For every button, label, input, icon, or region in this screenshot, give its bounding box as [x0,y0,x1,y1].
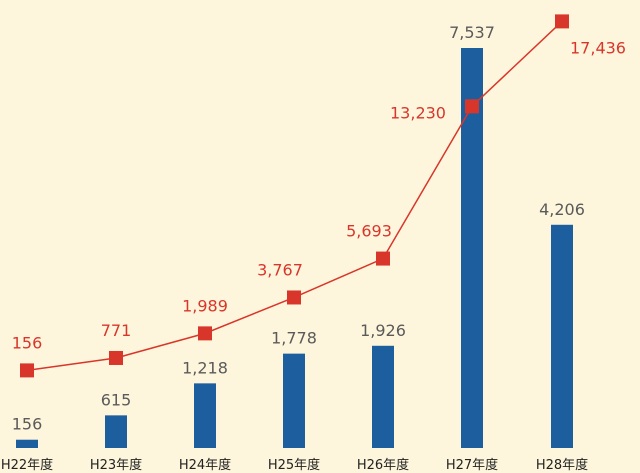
category-label: H25年度 [268,457,320,473]
bar-series: 156 615 1,218 1,778 1,926 7,537 4,206 [12,23,585,448]
bar-value-label: 4,206 [539,200,585,219]
line-value-label: 5,693 [346,222,392,241]
bar-value-label: 7,537 [449,23,495,42]
bar [16,439,38,448]
line-value-label: 1,989 [182,296,228,315]
bar [372,345,394,448]
line-value-label: 17,436 [570,38,626,57]
bar [551,224,573,448]
bar [194,383,216,448]
line-value-label: 771 [101,321,132,340]
line-value-label: 3,767 [257,260,303,279]
category-label: H23年度 [90,457,142,473]
category-label: H27年度 [446,457,498,473]
category-label: H22年度 [1,457,53,473]
line-series: 156 771 1,989 3,767 5,693 13,230 17,436 [12,14,626,378]
line-value-label: 156 [12,333,43,352]
line-marker [198,326,212,341]
line-marker [287,290,301,305]
category-label: H26年度 [357,457,409,473]
bar [461,48,483,448]
line-marker [376,251,390,266]
line-marker [465,99,479,114]
line-marker [555,14,569,29]
bar-value-label: 1,218 [182,358,228,377]
bar-value-label: 1,926 [360,321,406,340]
category-label: H24年度 [179,457,231,473]
bar-value-label: 1,778 [271,329,317,348]
bar [283,353,305,448]
bar-value-label: 156 [12,415,43,434]
line-value-label: 13,230 [390,103,446,122]
bar [105,415,127,448]
line-marker [109,350,123,365]
bar-value-label: 615 [101,390,132,409]
category-axis: H22年度 H23年度 H24年度 H25年度 H26年度 H27年度 H28年度 [1,457,588,473]
category-label: H28年度 [536,457,588,473]
line-marker [20,363,34,378]
